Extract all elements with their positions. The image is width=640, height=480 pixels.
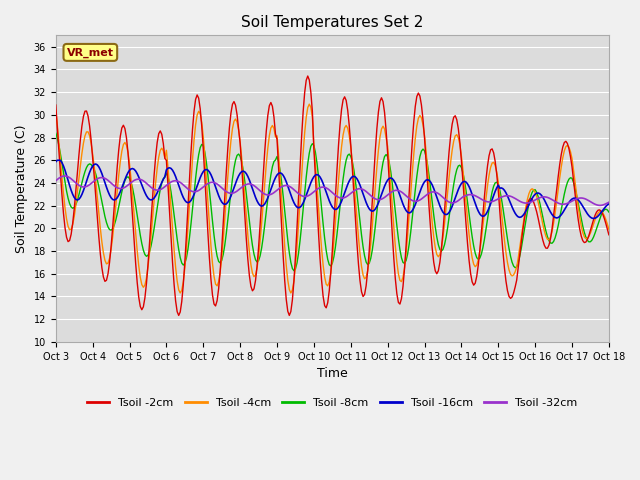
Title: Soil Temperatures Set 2: Soil Temperatures Set 2 <box>241 15 424 30</box>
Legend: Tsoil -2cm, Tsoil -4cm, Tsoil -8cm, Tsoil -16cm, Tsoil -32cm: Tsoil -2cm, Tsoil -4cm, Tsoil -8cm, Tsoi… <box>83 394 582 412</box>
Text: VR_met: VR_met <box>67 47 114 58</box>
X-axis label: Time: Time <box>317 367 348 380</box>
Y-axis label: Soil Temperature (C): Soil Temperature (C) <box>15 124 28 253</box>
